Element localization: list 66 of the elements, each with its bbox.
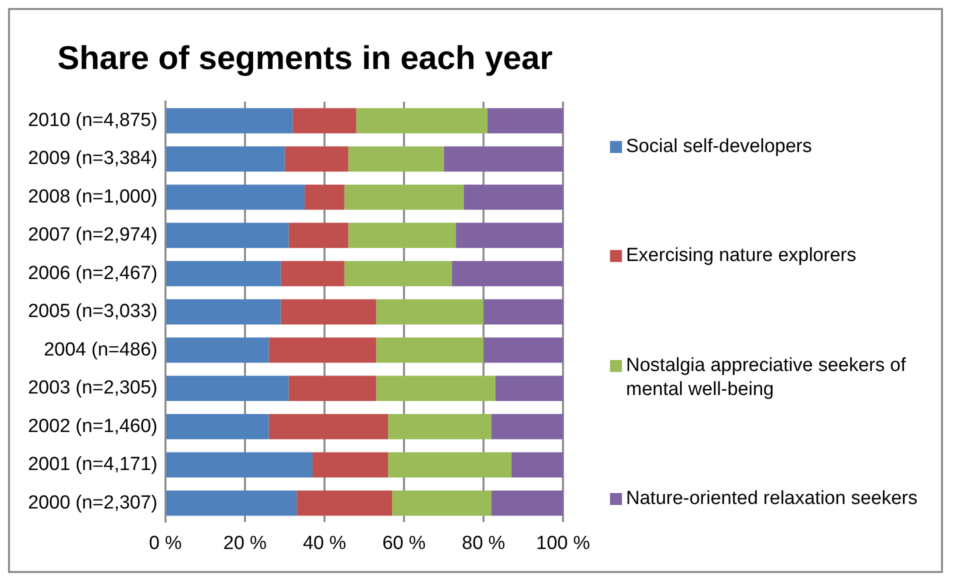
bar (388, 414, 492, 440)
x-tick-label: 0 % (149, 532, 182, 554)
bar (280, 261, 344, 286)
bar (488, 108, 564, 134)
bar (268, 414, 388, 440)
bar (464, 184, 564, 210)
bar (456, 222, 564, 248)
bar (166, 108, 293, 134)
x-tick-label: 40 % (302, 532, 346, 554)
bar (452, 261, 564, 286)
bar (312, 452, 388, 478)
bar (280, 299, 376, 325)
legend-label: Social self-developers (626, 135, 812, 159)
bar (392, 490, 492, 516)
x-tick-label: 100 % (536, 532, 590, 554)
bar (296, 490, 392, 516)
bar (284, 146, 348, 172)
bar (288, 376, 376, 401)
chart-title: Share of segments in each year (57, 38, 553, 76)
legend-label: Nostalgia appreciative seekers of mental well-being (626, 354, 907, 402)
y-tick-label: 2009 (n=3,384) (28, 148, 158, 170)
bar (484, 338, 564, 363)
bar (356, 108, 488, 134)
x-tick-label: 80 % (462, 532, 506, 554)
bar (348, 146, 444, 172)
bar (495, 376, 564, 401)
bar (166, 338, 269, 363)
y-tick-label: 2005 (n=3,033) (28, 301, 158, 322)
bar (491, 414, 564, 440)
bar (344, 261, 452, 286)
bar (376, 376, 496, 401)
bar (292, 108, 356, 134)
bar (376, 299, 484, 325)
y-tick-label: 2002 (n=1,460) (28, 416, 158, 437)
bar (491, 490, 564, 516)
bar (166, 146, 285, 172)
bar (484, 299, 564, 325)
bar (268, 338, 376, 363)
x-tick-label: 20 % (223, 532, 267, 554)
y-tick-label: 2007 (n=2,974) (28, 224, 158, 246)
bar (166, 376, 289, 401)
bar (288, 222, 348, 248)
bar (304, 184, 344, 210)
bar (388, 452, 512, 478)
x-tick-label: 60 % (382, 532, 426, 554)
y-tick-label: 2004 (n=486) (44, 339, 158, 360)
bar (166, 261, 281, 286)
y-tick-label: 2001 (n=4,171) (28, 454, 158, 476)
legend-label: Nature-oriented relaxation seekers (626, 486, 918, 511)
bar (166, 184, 305, 210)
bar (348, 222, 456, 248)
bar (166, 414, 269, 440)
y-tick-label: 2010 (n=4,875) (28, 110, 158, 131)
bar (166, 452, 313, 478)
y-tick-label: 2006 (n=2,467) (28, 262, 158, 284)
bar (166, 222, 289, 248)
legend-label: Exercising nature explorers (626, 244, 856, 268)
y-tick-label: 2000 (n=2,307) (28, 492, 158, 514)
bar (344, 184, 464, 210)
bar (511, 452, 564, 478)
y-tick-label: 2003 (n=2,305) (28, 378, 158, 399)
y-tick-label: 2008 (n=1,000) (28, 186, 158, 208)
bar (444, 146, 564, 172)
bar (376, 338, 484, 363)
bar (166, 299, 281, 325)
bar (166, 490, 297, 516)
